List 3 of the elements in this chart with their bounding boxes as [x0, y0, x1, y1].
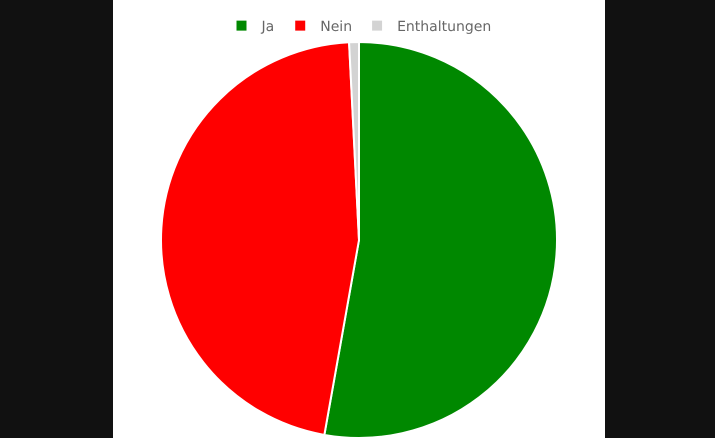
legend-label: Enthaltungen [397, 19, 492, 36]
legend-label: Nein [320, 19, 352, 36]
legend-label: Ja [260, 19, 274, 36]
